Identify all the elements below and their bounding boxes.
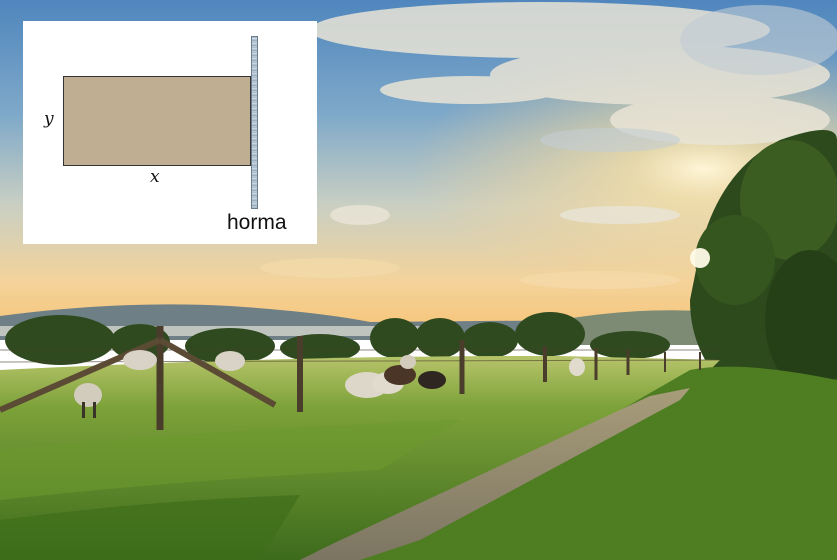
label-x: x xyxy=(150,167,160,187)
label-wall: horma xyxy=(227,211,287,234)
sheep xyxy=(74,350,585,418)
field-rectangle xyxy=(63,76,251,166)
fence xyxy=(0,326,721,430)
tree-right xyxy=(690,130,837,400)
label-y: y xyxy=(44,109,54,129)
tree-line xyxy=(5,312,670,365)
diagram-panel: y x horma xyxy=(23,21,317,244)
wall-bar xyxy=(251,36,258,209)
